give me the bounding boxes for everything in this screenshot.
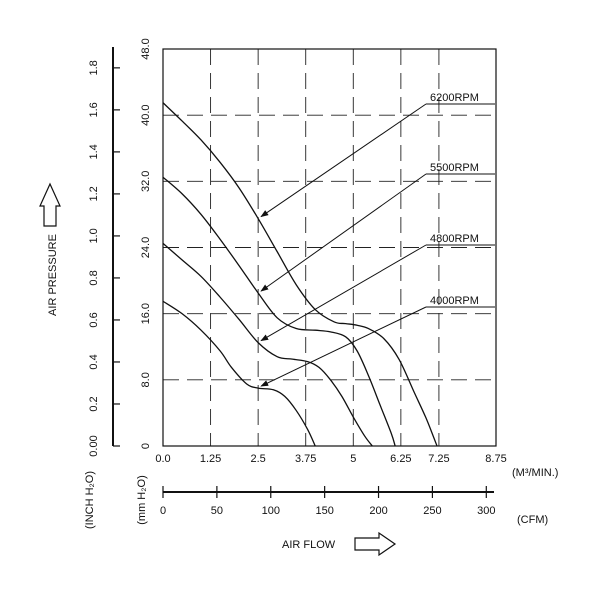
rpm-label: 6200RPM [430,92,479,104]
rpm-leader-arrow [260,173,427,292]
cfm-tick-label: 300 [477,505,495,517]
x-tick-label: 5 [350,453,356,465]
curve-6200rpm [162,102,438,447]
cfm-tick-label: 50 [211,505,223,517]
rpm-label: 4800RPM [430,233,479,245]
y-unit-inch: (INCH H₂O) [84,471,96,529]
cfm-tick-label: 150 [315,505,333,517]
inch-tick-label: 0.8 [88,270,100,285]
arrow-up-icon [39,182,61,227]
grid [162,48,497,447]
mm-tick-label: 48.0 [140,38,152,59]
inch-tick-label: 0.2 [88,396,100,411]
x-tick-label: 7.25 [428,453,449,465]
rpm-leader-arrow [260,306,427,387]
inch-tick-label: 0.6 [88,312,100,327]
inch-tick-label: 1.8 [88,60,100,75]
cfm-axis-labels: 0 50 100 150 200 250 300 [160,505,496,517]
x-unit-top: (M³/MIN.) [512,467,558,479]
plot-frame [162,48,497,447]
rpm-label: 5500RPM [430,162,479,174]
inch-axis [113,67,120,447]
cfm-tick-label: 250 [423,505,441,517]
curve-5500rpm [162,176,396,447]
mm-tick-label: 32.0 [140,171,152,192]
x-tick-label: 0.0 [155,453,170,465]
mm-axis-labels: 0 8.0 16.0 24.0 32.0 40.0 48.0 [140,38,152,449]
curve-4800rpm [162,242,373,447]
inch-tick-label: 0.00 [88,435,100,456]
x-axis-labels: 0.0 1.25 2.5 3.75 5 6.25 7.25 8.75 [155,453,506,465]
curve-4000rpm [162,300,316,447]
curves [162,102,438,447]
inch-tick-label: 1.2 [88,186,100,201]
x-tick-label: 3.75 [295,453,316,465]
inch-axis-labels: 0.00 0.2 0.4 0.6 0.8 1.0 1.2 1.4 1.6 1.8 [88,60,100,457]
rpm-leader-arrow [260,244,427,342]
rpm-label: 4000RPM [430,295,479,307]
rpm-annotations: 6200RPM 5500RPM 4800RPM 4000RPM [260,92,495,387]
cfm-tick-label: 200 [369,505,387,517]
arrow-right-icon [354,531,397,557]
x-unit-bottom: (CFM) [517,514,548,526]
y-axis-title: AIR PRESSURE [47,234,59,316]
y-unit-mm: (mm H₂O) [136,475,148,524]
cfm-tick-label: 0 [160,505,166,517]
mm-tick-label: 40.0 [140,104,152,125]
x-axis-title: AIR FLOW [282,539,336,551]
mm-tick-label: 8.0 [140,372,152,387]
x-tick-label: 2.5 [250,453,265,465]
x-tick-label: 1.25 [200,453,221,465]
x-tick-label: 8.75 [485,453,506,465]
x-tick-label: 6.25 [390,453,411,465]
inch-tick-label: 1.6 [88,102,100,117]
inch-tick-label: 0.4 [88,354,100,369]
rpm-leader-arrow [260,103,427,218]
cfm-axis [162,486,487,498]
inch-tick-label: 1.4 [88,144,100,159]
inch-tick-label: 1.0 [88,228,100,243]
mm-tick-label: 0 [140,443,152,449]
mm-tick-label: 24.0 [140,237,152,258]
mm-tick-label: 16.0 [140,303,152,324]
cfm-tick-label: 100 [262,505,280,517]
